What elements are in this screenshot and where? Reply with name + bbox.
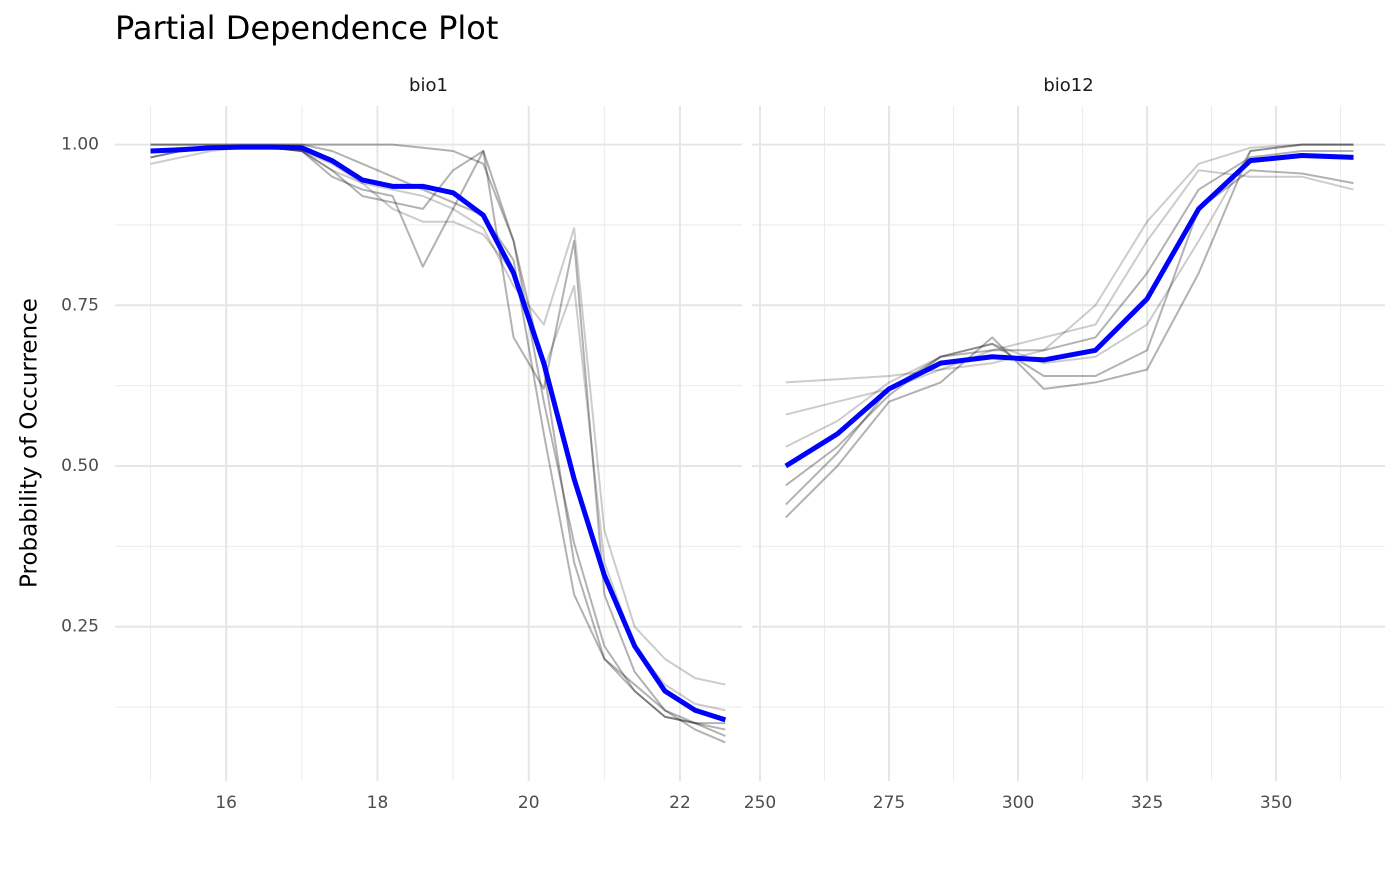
series-line xyxy=(785,143,1354,519)
strip-label: bio12 xyxy=(1043,75,1093,96)
x-tick-label: 325 xyxy=(1131,793,1163,813)
y-tick-label: 0.25 xyxy=(61,617,99,637)
x-tick-label: 22 xyxy=(669,793,691,813)
series-line xyxy=(150,143,726,737)
y-tick-label: 0.50 xyxy=(61,456,99,476)
x-tick-label: 18 xyxy=(367,793,389,813)
y-tick-label: 1.00 xyxy=(61,135,99,155)
series-line xyxy=(785,143,1354,448)
chart-title: Partial Dependence Plot xyxy=(115,9,498,47)
series-line xyxy=(785,143,1354,384)
y-tick-label: 0.75 xyxy=(61,295,99,315)
series-line xyxy=(150,143,726,725)
series-line xyxy=(785,150,1354,487)
series-line xyxy=(150,146,726,731)
y-axis-label: Probability of Occurrence xyxy=(17,298,43,588)
x-tick-label: 275 xyxy=(873,793,905,813)
series-line xyxy=(785,169,1354,506)
x-tick-label: 16 xyxy=(215,793,237,813)
series-line xyxy=(150,146,726,686)
strip-label: bio1 xyxy=(409,75,448,96)
x-tick-label: 300 xyxy=(1002,793,1034,813)
x-tick-label: 250 xyxy=(744,793,776,813)
x-tick-label: 20 xyxy=(518,793,540,813)
x-tick-label: 350 xyxy=(1260,793,1292,813)
series-line xyxy=(784,153,1354,469)
series-line xyxy=(785,169,1354,416)
series-line xyxy=(150,144,727,723)
